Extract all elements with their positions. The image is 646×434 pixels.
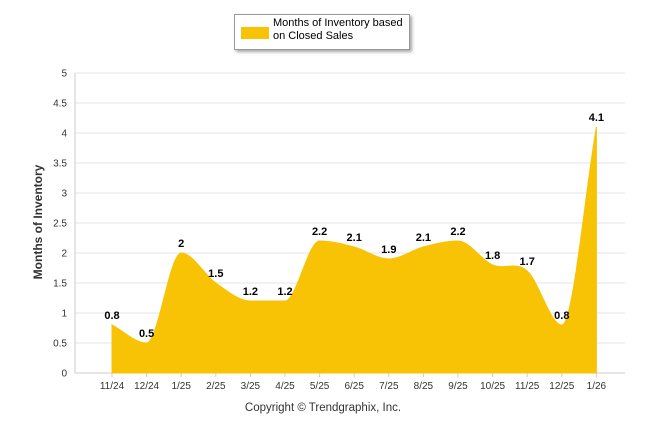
y-tick-label: 2.5 bbox=[53, 219, 67, 230]
data-label: 0.8 bbox=[104, 310, 119, 322]
x-tick-label: 12/24 bbox=[134, 381, 159, 392]
x-tick-label: 1/25 bbox=[171, 381, 191, 392]
x-tick-label: 2/25 bbox=[206, 381, 226, 392]
data-label: 1.2 bbox=[243, 286, 258, 298]
data-label: 1.2 bbox=[277, 286, 292, 298]
data-label: 0.5 bbox=[139, 328, 154, 340]
y-tick-label: 5 bbox=[61, 69, 67, 80]
area-series bbox=[111, 126, 597, 374]
y-tick-label: 1 bbox=[61, 309, 67, 320]
y-axis-label: Months of Inventory bbox=[31, 164, 45, 279]
data-label: 4.1 bbox=[589, 112, 604, 124]
y-axis-ticks: 0 0.5 1 1.5 2 2.5 3 3.5 4 4.5 5 bbox=[53, 69, 67, 380]
data-label: 1.5 bbox=[208, 268, 223, 280]
legend-swatch bbox=[241, 27, 269, 39]
legend-label: Months of Inventory based on Closed Sale… bbox=[273, 17, 407, 43]
y-tick-label: 4.5 bbox=[53, 99, 67, 110]
y-tick-label: 3.5 bbox=[53, 159, 67, 170]
x-tick-label: 11/25 bbox=[515, 381, 540, 392]
data-label: 0.8 bbox=[554, 310, 569, 322]
data-label: 2.1 bbox=[347, 232, 362, 244]
x-tick-label: 1/26 bbox=[587, 381, 607, 392]
data-label: 2 bbox=[178, 238, 184, 250]
x-tick-label: 5/25 bbox=[310, 381, 330, 392]
y-tick-label: 0 bbox=[61, 369, 67, 380]
x-tick-label: 6/25 bbox=[344, 381, 364, 392]
x-tick-label: 8/25 bbox=[414, 381, 434, 392]
x-tick-label: 3/25 bbox=[241, 381, 261, 392]
data-label: 2.1 bbox=[416, 232, 431, 244]
copyright-footer: Copyright © Trendgraphix, Inc. bbox=[244, 402, 402, 414]
legend-label-line2: on Closed Sales bbox=[273, 30, 354, 42]
x-tick-label: 10/25 bbox=[480, 381, 505, 392]
data-label: 1.7 bbox=[520, 256, 535, 268]
x-tick-label: 12/25 bbox=[549, 381, 574, 392]
data-label: 2.2 bbox=[312, 226, 327, 238]
data-label: 1.9 bbox=[381, 244, 396, 256]
y-tick-label: 0.5 bbox=[53, 339, 67, 350]
x-tick-label: 7/25 bbox=[379, 381, 399, 392]
y-tick-label: 3 bbox=[61, 189, 67, 200]
y-tick-label: 1.5 bbox=[53, 279, 67, 290]
x-tick-label: 4/25 bbox=[275, 381, 295, 392]
legend: Months of Inventory based on Closed Sale… bbox=[234, 14, 410, 50]
x-tick-label: 9/25 bbox=[448, 381, 468, 392]
y-tick-label: 2 bbox=[61, 249, 67, 260]
y-tick-label: 4 bbox=[61, 129, 67, 140]
x-tick-label: 11/24 bbox=[100, 381, 125, 392]
data-labels: 0.8 0.5 2 1.5 1.2 1.2 2.2 2.1 1.9 2.1 2.2 1.8 1.7 0.8… bbox=[104, 112, 604, 340]
area-fill bbox=[111, 126, 597, 374]
legend-label-line1: Months of Inventory based bbox=[273, 17, 403, 29]
data-label: 1.8 bbox=[485, 250, 500, 262]
data-label: 2.2 bbox=[450, 226, 465, 238]
x-axis-ticks: 11/24 12/24 1/25 2/25 3/25 4/25 5/25 6/25 7/25 8/… bbox=[100, 373, 607, 392]
